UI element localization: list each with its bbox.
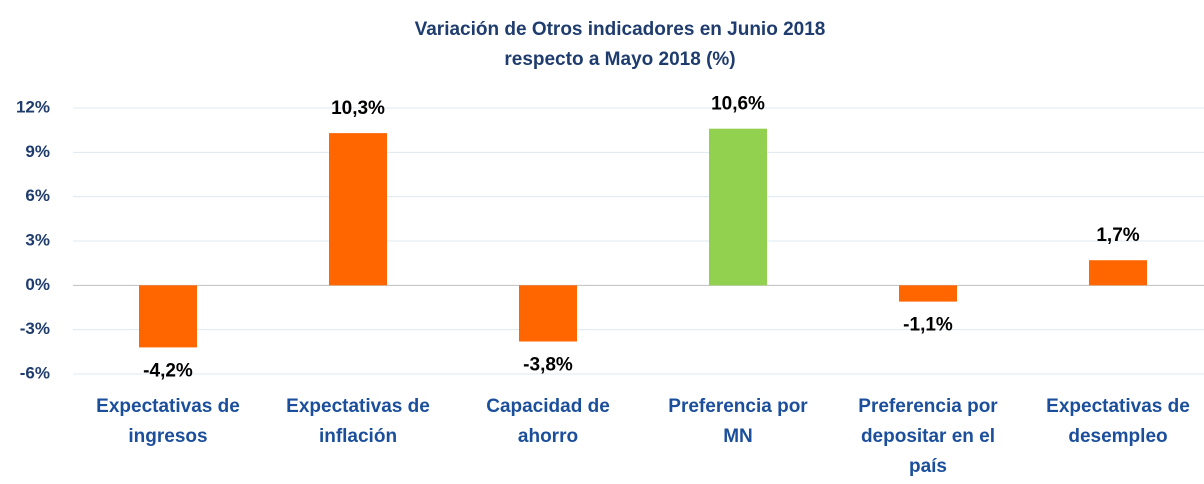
x-tick-label: Preferencia por depositar en el país (858, 396, 998, 477)
x-tick-label: Preferencia por MN (668, 396, 808, 447)
y-tick-label: -6% (20, 363, 50, 382)
bar (1089, 260, 1147, 286)
y-tick-label: 3% (25, 230, 50, 249)
y-tick-label: -3% (20, 319, 50, 338)
x-tick-label: Capacidad de ahorro (486, 396, 610, 447)
value-label: 10,3% (331, 98, 385, 119)
value-label: 10,6% (711, 94, 765, 115)
bar (139, 285, 197, 348)
value-label: -3,8% (523, 355, 573, 376)
bar (899, 285, 957, 302)
bar (329, 133, 387, 286)
x-tick-label: Expectativas de ingresos (96, 396, 240, 447)
value-label: 1,7% (1096, 225, 1139, 246)
bar (709, 128, 767, 286)
y-tick-label: 9% (25, 142, 50, 161)
value-label: -4,2% (143, 360, 193, 381)
y-tick-label: 6% (25, 186, 50, 205)
value-label: -1,1% (903, 315, 953, 336)
chart-title: Variación de Otros indicadores en Junio … (415, 19, 826, 40)
bar (519, 285, 577, 342)
x-tick-label: Expectativas de inflación (286, 396, 430, 447)
y-tick-label: 0% (25, 275, 50, 294)
chart-title: respecto a Mayo 2018 (%) (504, 49, 735, 70)
x-tick-label: Expectativas de desempleo (1046, 396, 1190, 447)
y-tick-label: 12% (16, 97, 50, 116)
